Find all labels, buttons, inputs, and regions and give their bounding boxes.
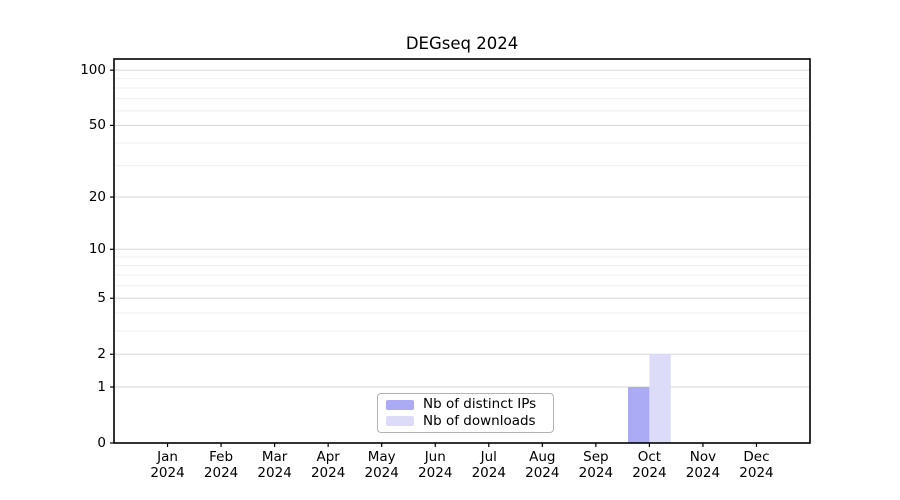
x-tick-label: Feb 2024 <box>203 449 239 481</box>
bar-downloads <box>649 354 671 443</box>
x-tick-label: Nov 2024 <box>685 449 721 481</box>
legend-item-distinct-ips: Nb of distinct IPs <box>386 397 545 412</box>
legend: Nb of distinct IPs Nb of downloads <box>377 393 554 433</box>
bar-distinct-ips <box>628 387 650 443</box>
legend-label-downloads: Nb of downloads <box>423 412 536 429</box>
x-tick-label: Aug 2024 <box>525 449 560 481</box>
y-tick-label: 20 <box>88 189 106 206</box>
y-tick-label: 10 <box>88 241 106 258</box>
x-tick-label: Jan 2024 <box>150 449 185 481</box>
x-tick-label: Apr 2024 <box>310 449 346 481</box>
legend-item-downloads: Nb of downloads <box>386 412 545 429</box>
x-tick-label: Sep 2024 <box>578 449 614 481</box>
legend-label-distinct-ips: Nb of distinct IPs <box>423 396 537 413</box>
legend-swatch-distinct-ips <box>386 399 414 411</box>
x-tick-label: Oct 2024 <box>632 449 667 481</box>
chart-title: DEGseq 2024 <box>405 34 519 53</box>
x-tick-label: Jun 2024 <box>418 449 453 481</box>
axis-frame <box>113 58 811 444</box>
x-tick-label: Dec 2024 <box>739 449 774 481</box>
y-tick-label: 1 <box>97 379 106 395</box>
y-tick-label: 2 <box>97 346 106 363</box>
x-tick-label: Jul 2024 <box>471 449 506 481</box>
x-tick-label: Mar 2024 <box>257 449 292 481</box>
x-tick-label: May 2024 <box>364 449 399 481</box>
y-tick-label: 100 <box>80 62 106 79</box>
y-tick-label: 0 <box>97 435 106 451</box>
legend-swatch-downloads <box>386 415 414 427</box>
y-tick-label: 5 <box>97 290 106 307</box>
y-tick-label: 50 <box>88 117 106 134</box>
